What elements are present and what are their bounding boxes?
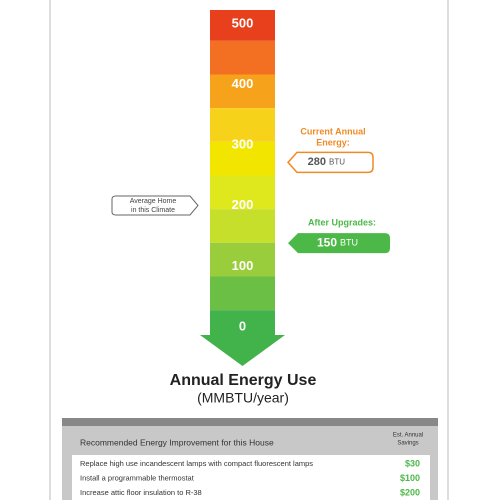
scale-bar: 500 400 300 200 100 0 (200, 10, 285, 366)
savings: $30 (405, 458, 420, 468)
savings: $100 (400, 473, 420, 483)
tick-label: 100 (232, 258, 254, 273)
scale-band (210, 141, 275, 176)
table-header: Recommended Energy Improvement for this … (80, 437, 274, 447)
savings-header: Est. Annual (393, 433, 423, 439)
savings: $200 (400, 487, 420, 497)
improvement: Replace high use incandescent lamps with… (80, 459, 313, 468)
scale-band (210, 242, 275, 277)
after-unit: BTU (340, 237, 358, 247)
after-label: After Upgrades: (308, 217, 376, 227)
improvement: Install a programmable thermostat (80, 473, 195, 482)
scale-subtitle: (MMBTU/year) (197, 390, 289, 406)
after-value: 150 (317, 235, 337, 249)
scale-band (210, 74, 275, 109)
average-pointer (111, 195, 199, 216)
current-label: Energy: (316, 138, 350, 148)
tick-label: 200 (232, 197, 254, 212)
average-label: Average Home (130, 198, 177, 205)
scale-arrow (200, 335, 285, 366)
table-top (62, 418, 438, 426)
improvement: Increase attic floor insulation to R-38 (80, 488, 202, 497)
tick-label: 500 (232, 15, 254, 30)
savings-header: Savings (397, 441, 418, 447)
scale-band (210, 209, 275, 243)
current-label: Current Annual (300, 127, 365, 137)
tick-label: 400 (232, 76, 254, 91)
tick-label: 300 (232, 137, 254, 152)
current-value: 280 (308, 156, 326, 168)
average-label: in this Climate (131, 207, 175, 214)
scale-band (210, 40, 275, 75)
current-pointer (286, 151, 374, 174)
table-rows: Replace high use incandescent lamps with… (80, 458, 420, 497)
scale-band (210, 108, 275, 142)
scale-band (210, 10, 275, 41)
scale-band (210, 310, 275, 335)
scale-title: Annual Energy Use (170, 372, 317, 389)
scale-band (210, 175, 275, 210)
table-body (72, 455, 430, 500)
tick-label: 0 (239, 318, 246, 333)
after-pointer (288, 233, 390, 254)
scale-band (210, 276, 275, 311)
current-unit: BTU (329, 157, 345, 166)
